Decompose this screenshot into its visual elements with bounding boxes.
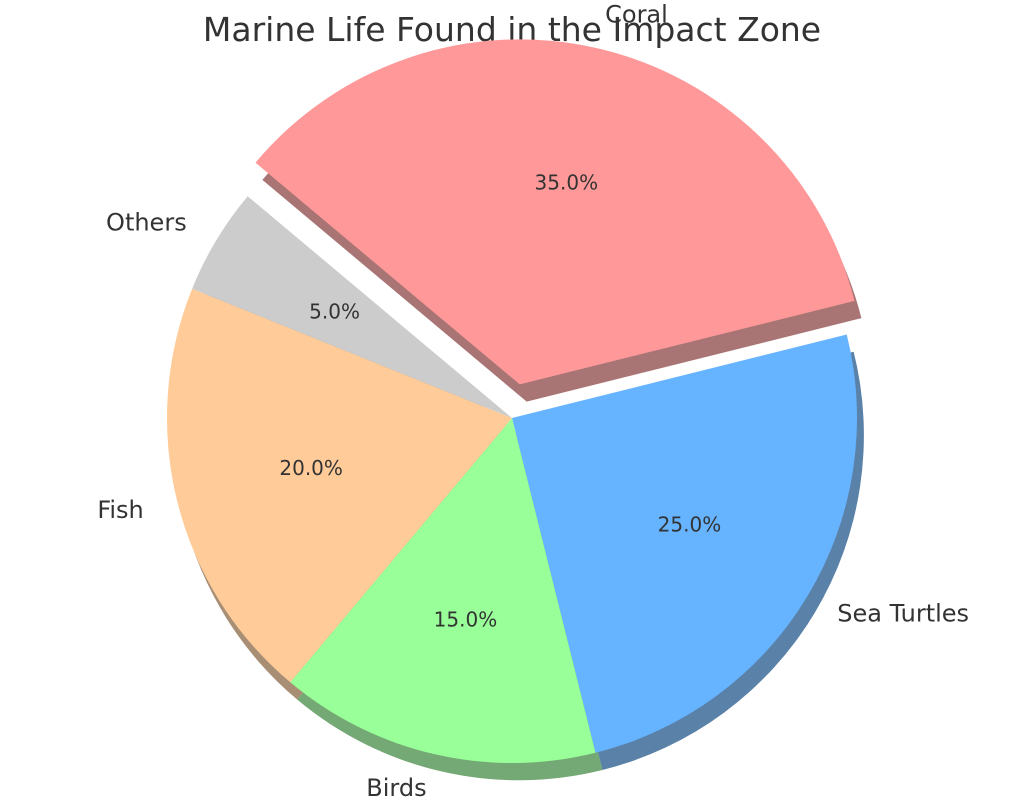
pct-label-coral: 35.0% xyxy=(535,171,599,195)
slice-layer xyxy=(167,39,857,763)
slice-sea-turtles xyxy=(512,334,857,753)
pct-label-others: 5.0% xyxy=(309,299,360,323)
pct-label-sea-turtles: 25.0% xyxy=(658,513,722,537)
label-layer: 35.0% Coral 25.0% Sea Turtles 15.0% Birds 20.0… xyxy=(97,1,969,802)
pct-label-fish: 20.0% xyxy=(279,456,343,480)
category-label-others: Others xyxy=(106,209,187,237)
slice-coral xyxy=(255,39,855,385)
slice-birds xyxy=(290,418,596,763)
category-label-fish: Fish xyxy=(97,496,143,524)
pct-label-birds: 15.0% xyxy=(434,608,498,632)
slice-others xyxy=(192,196,512,418)
category-label-coral: Coral xyxy=(605,1,668,29)
category-label-birds: Birds xyxy=(366,774,426,802)
category-label-sea-turtles: Sea Turtles xyxy=(837,599,969,627)
slice-fish xyxy=(167,288,512,683)
